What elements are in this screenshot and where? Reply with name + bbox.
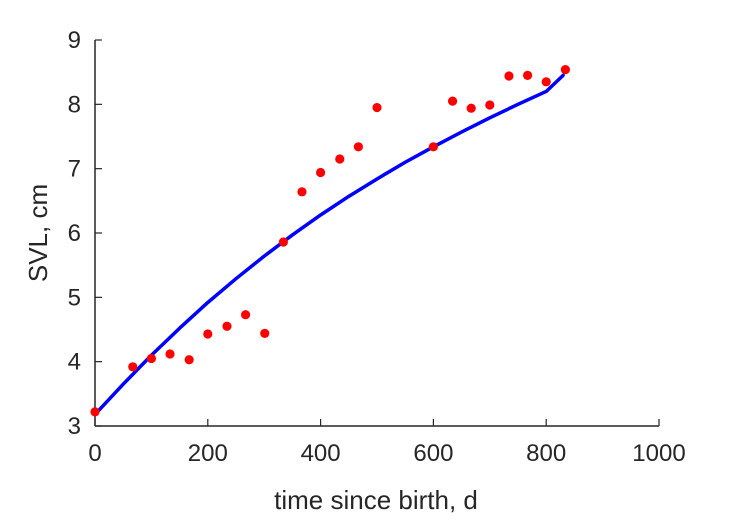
x-axis-label: time since birth, d	[274, 485, 478, 515]
y-tick-label: 3	[68, 413, 81, 440]
y-tick-label: 6	[68, 220, 81, 247]
data-point	[504, 71, 514, 81]
data-point	[372, 102, 382, 113]
y-tick-label: 7	[68, 156, 81, 183]
data-point	[485, 100, 495, 110]
data-point	[316, 167, 326, 178]
points-layer	[90, 64, 570, 417]
data-point	[466, 103, 476, 113]
data-point	[165, 349, 175, 359]
data-point	[260, 328, 270, 338]
data-point	[128, 362, 138, 372]
x-tick-label: 0	[88, 440, 101, 467]
y-tick-label: 4	[68, 349, 81, 376]
x-tick-label: 600	[413, 440, 453, 467]
axes	[94, 40, 659, 427]
fit-layer	[93, 73, 565, 417]
data-point	[146, 353, 156, 364]
data-point	[90, 407, 100, 417]
data-point	[203, 329, 213, 339]
data-point	[184, 355, 194, 365]
data-point	[428, 142, 438, 152]
data-point	[278, 237, 288, 247]
x-tick-label: 1000	[632, 440, 685, 467]
fit-curve	[93, 73, 565, 417]
data-point	[560, 64, 570, 75]
data-point	[240, 310, 251, 320]
data-point	[353, 142, 363, 152]
data-point	[541, 77, 551, 87]
y-tick-label: 9	[68, 27, 81, 54]
x-tick-label: 400	[301, 440, 341, 467]
data-point	[297, 187, 307, 197]
data-point	[447, 96, 458, 106]
y-axis-ticks: 3 4 5 6 7 8 9	[68, 27, 102, 440]
y-axis-label: SVL, cm	[23, 184, 53, 282]
data-point	[335, 154, 345, 164]
x-tick-label: 800	[526, 440, 566, 467]
x-tick-label: 200	[188, 440, 228, 467]
data-point	[522, 70, 533, 80]
y-tick-label: 8	[68, 91, 81, 118]
y-tick-label: 5	[68, 284, 81, 311]
data-point	[222, 321, 232, 331]
x-axis-ticks: 0 200 400 600 800 1000	[88, 419, 686, 467]
